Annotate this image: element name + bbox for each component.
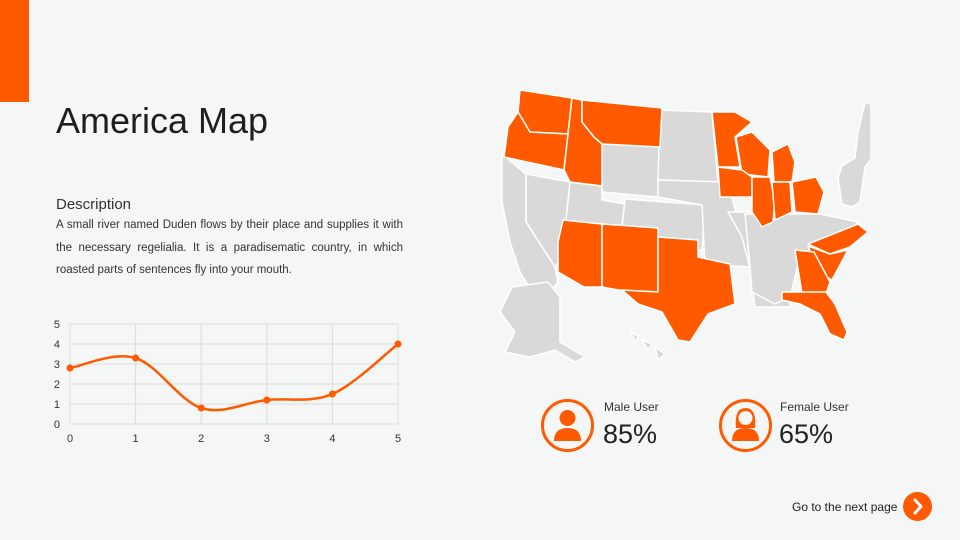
x-tick-label: 4 <box>329 433 335 445</box>
y-tick-label: 3 <box>54 359 60 371</box>
state-indiana <box>771 181 793 221</box>
female-user-label: Female User <box>780 400 849 414</box>
accent-bar <box>0 0 29 102</box>
data-point <box>394 340 402 348</box>
line-chart: 0 1 2 3 4 5 0 1 2 3 4 5 <box>54 319 402 445</box>
chevron-right-icon <box>913 498 923 515</box>
description-body: A small river named Duden flows by their… <box>56 219 403 276</box>
state-michigan <box>771 143 796 183</box>
next-page-button[interactable] <box>903 492 932 521</box>
state-montana <box>581 99 663 148</box>
series-line <box>69 343 399 412</box>
state-northeast <box>837 101 870 208</box>
state-dakotas <box>657 109 719 183</box>
data-point <box>328 390 336 398</box>
female-user-icon <box>719 399 772 452</box>
y-tick-label: 0 <box>54 419 60 431</box>
data-point <box>132 354 140 362</box>
x-tick-label: 3 <box>264 433 270 445</box>
state-wisconsin <box>735 131 771 178</box>
female-user-value: 65% <box>779 419 834 449</box>
state-ohio <box>791 176 825 215</box>
y-tick-label: 4 <box>54 339 60 351</box>
state-florida <box>781 291 848 341</box>
state-wyoming <box>601 141 661 198</box>
state-hawaii <box>629 331 666 361</box>
male-user-icon <box>541 399 594 452</box>
state-illinois <box>751 176 776 228</box>
state-arizona <box>557 219 603 288</box>
state-alaska <box>499 281 586 363</box>
data-point <box>197 404 205 412</box>
y-tick-label: 5 <box>54 319 60 331</box>
y-tick-label: 2 <box>54 379 60 391</box>
x-tick-label: 1 <box>133 433 139 445</box>
state-texas <box>621 236 736 343</box>
us-map <box>499 89 870 363</box>
x-tick-label: 2 <box>198 433 204 445</box>
x-tick-label: 5 <box>395 433 401 445</box>
x-tick-label: 0 <box>67 433 73 445</box>
state-new-mexico <box>601 223 659 293</box>
y-tick-label: 1 <box>54 399 60 411</box>
next-page-label[interactable]: Go to the next page <box>792 500 898 514</box>
data-point <box>263 396 271 404</box>
page-title: America Map <box>56 100 269 141</box>
male-user-label: Male User <box>604 400 659 414</box>
state-georgia <box>794 249 831 295</box>
male-user-value: 85% <box>603 419 658 449</box>
description-heading: Description <box>56 196 132 213</box>
data-point <box>66 364 74 372</box>
